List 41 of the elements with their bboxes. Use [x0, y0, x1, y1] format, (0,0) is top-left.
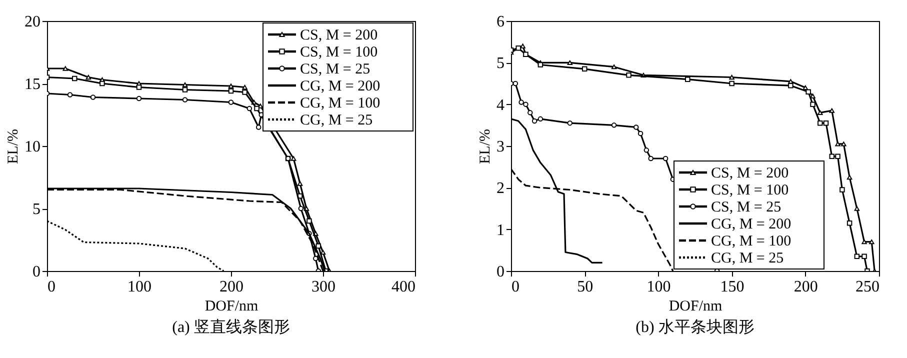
- x-tick-label: 200: [794, 278, 818, 296]
- legend-label: CS, M = 100: [300, 44, 378, 60]
- legend-label: CS, M = 25: [711, 200, 782, 216]
- legend-label: CG, M = 200: [300, 78, 380, 94]
- y-tick-label: 0: [496, 264, 504, 280]
- x-tick-label: 50: [577, 278, 594, 296]
- y-tick-label: 0: [32, 264, 40, 280]
- x-tick-label: 400: [392, 278, 416, 296]
- y-tick-label: 20: [24, 14, 40, 30]
- y-axis-title: EL/%: [6, 129, 22, 164]
- legend-label: CG, M = 200: [711, 216, 792, 232]
- y-tick-label: 10: [24, 138, 40, 156]
- text: (b) 水平条块图形: [636, 318, 754, 336]
- y-tick-label: 1: [496, 222, 504, 239]
- y-tick-label: 4: [496, 96, 504, 114]
- x-tick-label: 250: [856, 278, 880, 296]
- y-tick-label: 15: [24, 76, 40, 93]
- x-tick-label: 0: [48, 278, 56, 296]
- y-tick-label: 5: [32, 201, 40, 218]
- x-tick-label: 0: [512, 278, 520, 296]
- legend-label: CG, M = 100: [300, 96, 380, 112]
- x-tick-label: 200: [220, 278, 244, 296]
- y-tick-label: 2: [496, 180, 504, 198]
- x-tick-label: 300: [312, 278, 336, 296]
- x-axis-title: DOF/nm: [668, 298, 723, 314]
- legend-label: CS, M = 200: [711, 166, 789, 182]
- x-tick-label: 100: [646, 278, 671, 296]
- legend-label: CS, M = 100: [711, 182, 789, 198]
- legend-label: CS, M = 25: [300, 62, 370, 78]
- y-tick-label: 5: [496, 55, 504, 72]
- legend-label: CG, M = 100: [711, 234, 792, 250]
- legend-label: CS, M = 200: [300, 28, 378, 44]
- y-axis-title: EL/%: [478, 129, 494, 164]
- x-tick-label: 100: [128, 278, 152, 296]
- y-tick-label: 6: [496, 14, 504, 30]
- x-axis-title: DOF/nm: [204, 298, 259, 314]
- text: (a) 竖直线条图形: [172, 318, 290, 336]
- y-tick-label: 3: [496, 138, 504, 156]
- legend-label: CG, M = 25: [300, 112, 373, 128]
- legend-label: CG, M = 25: [711, 250, 784, 266]
- x-tick-label: 150: [720, 278, 744, 296]
